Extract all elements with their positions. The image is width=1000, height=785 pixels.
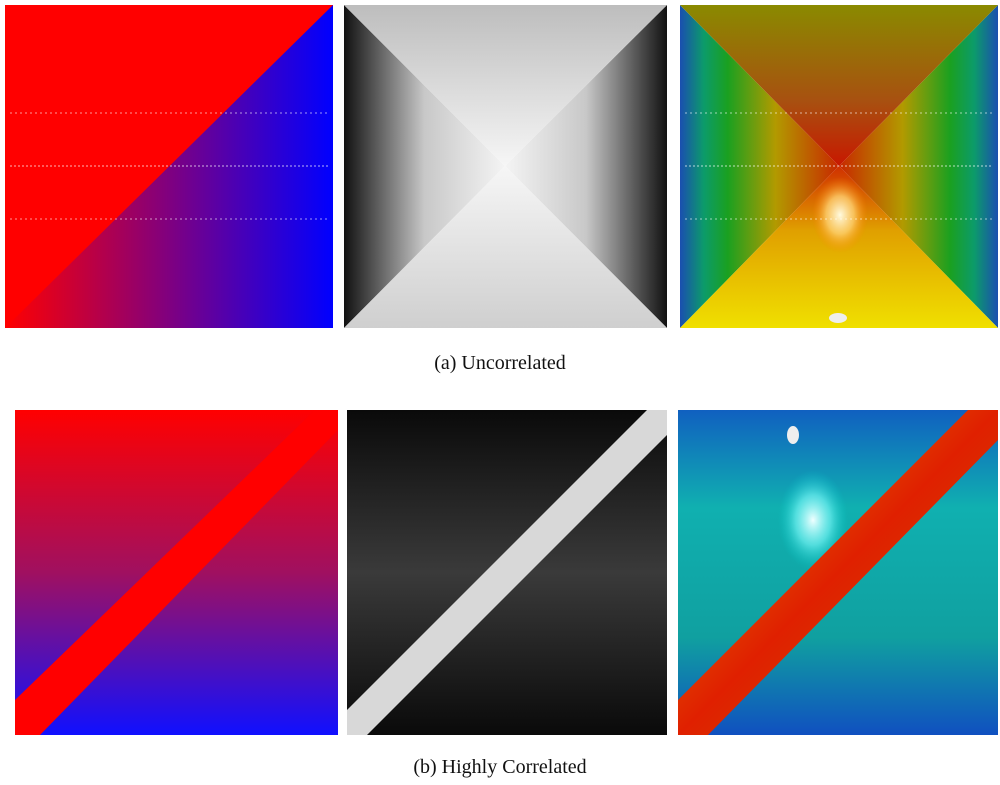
image-rgb-uncorrelated — [5, 5, 333, 328]
image-rgb-correlated — [15, 410, 338, 735]
image-color-uncorrelated — [680, 5, 998, 328]
caption: (b) Highly Correlated — [413, 756, 586, 778]
image-color-correlated — [678, 410, 998, 735]
caption: (a) Uncorrelated — [434, 352, 566, 374]
image-grey-correlated — [347, 410, 667, 735]
image-grey-uncorrelated — [344, 5, 667, 328]
